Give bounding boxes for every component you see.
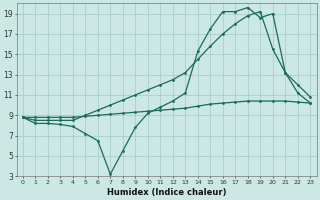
- X-axis label: Humidex (Indice chaleur): Humidex (Indice chaleur): [107, 188, 226, 197]
